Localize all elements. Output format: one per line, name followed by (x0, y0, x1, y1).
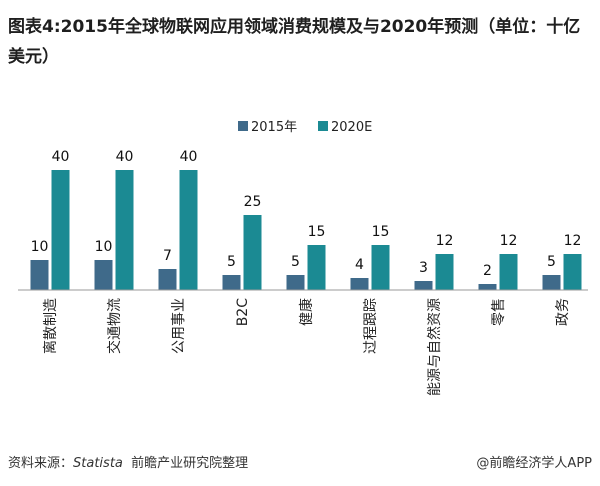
category-label: 交通物流 (106, 298, 123, 354)
source-note: 资料来源：Statista 前瞻产业研究院整理 (8, 452, 248, 471)
legend-label: 2020E (331, 120, 372, 135)
bar-series1 (222, 275, 241, 290)
category-label: 公用事业 (171, 298, 187, 354)
value-labels: 10 40 10 40 7 40 5 25 5 15 4 15 3 12 2 12 5 12 (31, 149, 582, 279)
bar-series1 (350, 278, 369, 290)
value-label: 40 (52, 149, 70, 165)
category-label: 政务 (555, 298, 571, 326)
value-label: 25 (244, 194, 262, 210)
bar-series1 (158, 269, 177, 290)
bar-series1 (414, 281, 433, 290)
bar-series2 (563, 254, 582, 290)
bars (30, 170, 582, 290)
legend-swatch (318, 121, 328, 131)
source-name: Statista (73, 456, 123, 471)
bar-series2 (179, 170, 198, 290)
category-label: 离散制造 (42, 298, 59, 354)
value-label: 5 (227, 254, 236, 270)
category-label: B2C (235, 298, 251, 327)
value-label: 2 (483, 263, 492, 279)
value-label: 12 (564, 233, 582, 249)
value-label: 5 (547, 254, 556, 270)
category-label: 能源与自然资源 (426, 298, 443, 396)
category-label: 过程跟踪 (363, 298, 379, 354)
bar-series2 (51, 170, 70, 290)
bar-series1 (478, 284, 497, 290)
value-label: 12 (500, 233, 518, 249)
legend: 2015年 2020E (238, 120, 372, 135)
category-labels: 离散制造 交通物流 公用事业 B2C 健康 过程跟踪 能源与自然资源 零售 政务 (42, 298, 571, 396)
legend-swatch (238, 121, 248, 131)
bar-series1 (94, 260, 113, 290)
value-label: 10 (31, 239, 49, 255)
value-label: 12 (436, 233, 454, 249)
value-label: 40 (116, 149, 134, 165)
chart-title: 图表4:2015年全球物联网应用领域消费规模及与2020年预测（单位：十亿美元） (8, 17, 581, 67)
bar-series2 (307, 245, 326, 290)
bar-series2 (115, 170, 134, 290)
bar-series1 (286, 275, 305, 290)
legend-label: 2015年 (251, 120, 297, 135)
watermark-text: @前瞻经济学人APP (476, 456, 592, 471)
bar-series1 (30, 260, 49, 290)
category-label: 健康 (298, 298, 315, 326)
bar-series1 (542, 275, 561, 290)
bar-series2 (243, 215, 262, 290)
bar-series2 (435, 254, 454, 290)
bar-series2 (499, 254, 518, 290)
value-label: 40 (180, 149, 198, 165)
category-label: 零售 (491, 298, 507, 326)
value-label: 7 (163, 248, 172, 264)
value-label: 10 (95, 239, 113, 255)
source-org: 前瞻产业研究院整理 (131, 456, 249, 471)
value-label: 15 (372, 224, 390, 240)
value-label: 4 (355, 257, 364, 273)
value-label: 5 (291, 254, 300, 270)
bar-series2 (371, 245, 390, 290)
value-label: 15 (308, 224, 326, 240)
source-prefix: 资料来源： (8, 456, 74, 471)
value-label: 3 (419, 260, 428, 276)
